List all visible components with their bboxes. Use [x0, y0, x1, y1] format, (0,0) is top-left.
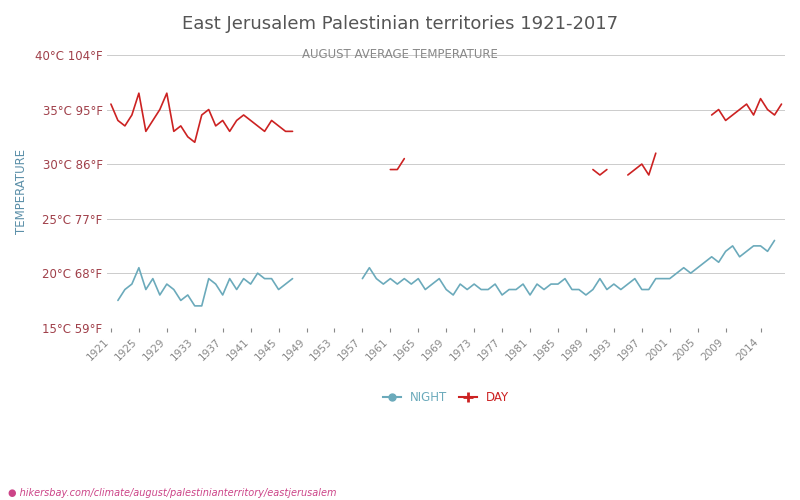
Legend: NIGHT, DAY: NIGHT, DAY [378, 386, 514, 409]
Text: AUGUST AVERAGE TEMPERATURE: AUGUST AVERAGE TEMPERATURE [302, 48, 498, 60]
Text: East Jerusalem Palestinian territories 1921-2017: East Jerusalem Palestinian territories 1… [182, 15, 618, 33]
Text: ● hikersbay.com/climate/august/palestinianterritory/eastjerusalem: ● hikersbay.com/climate/august/palestini… [8, 488, 337, 498]
Y-axis label: TEMPERATURE: TEMPERATURE [15, 149, 28, 234]
